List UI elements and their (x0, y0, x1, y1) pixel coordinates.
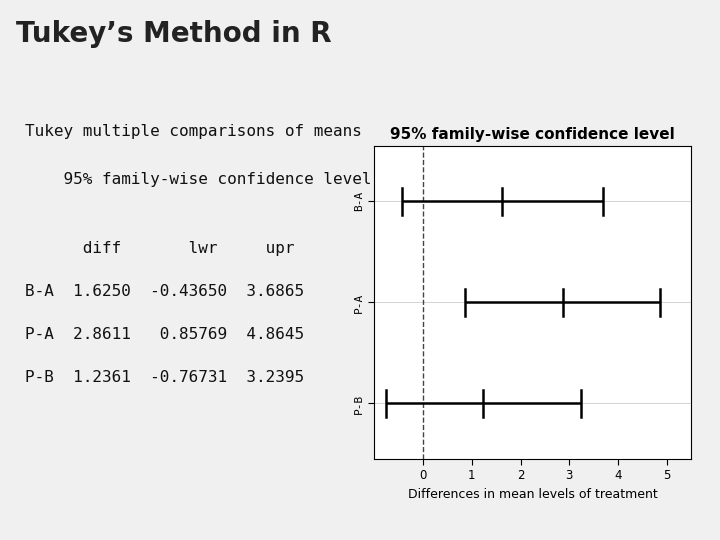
Title: 95% family-wise confidence level: 95% family-wise confidence level (390, 127, 675, 142)
Text: 95% family-wise confidence level: 95% family-wise confidence level (24, 172, 372, 187)
Text: P-B  1.2361  -0.76731  3.2395: P-B 1.2361 -0.76731 3.2395 (24, 370, 304, 386)
Text: B-A  1.6250  -0.43650  3.6865: B-A 1.6250 -0.43650 3.6865 (24, 284, 304, 299)
Text: P-A  2.8611   0.85769  4.8645: P-A 2.8611 0.85769 4.8645 (24, 327, 304, 342)
Text: diff       lwr     upr: diff lwr upr (24, 241, 294, 256)
Text: Tukey’s Method in R: Tukey’s Method in R (16, 19, 331, 48)
Text: Tukey multiple comparisons of means: Tukey multiple comparisons of means (24, 124, 361, 139)
X-axis label: Differences in mean levels of treatment: Differences in mean levels of treatment (408, 488, 657, 501)
